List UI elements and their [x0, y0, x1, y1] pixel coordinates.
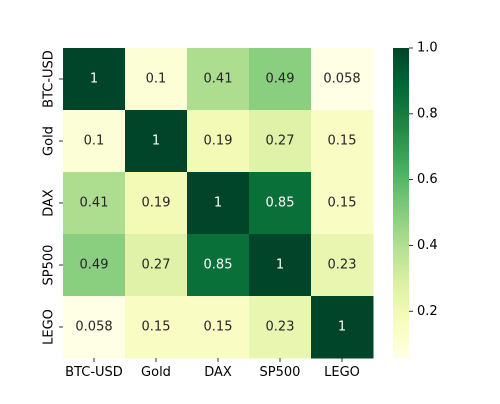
cell-value-label: 0.1 [84, 134, 105, 149]
y-tick-label: BTC-USD [42, 50, 57, 108]
cell-value-label: 0.19 [204, 134, 233, 149]
y-tick-label: Gold [42, 126, 57, 156]
heatmap-cell-LEGO-DAX [187, 296, 250, 359]
heatmap-cell-SP500-BTC-USD [63, 234, 126, 297]
heatmap-cell-SP500-Gold [125, 234, 188, 297]
cell-value-label: 0.85 [266, 196, 295, 211]
x-tick-label: DAX [204, 365, 232, 380]
cell-value-label: 0.41 [204, 72, 233, 87]
cell-value-label: 0.41 [80, 196, 109, 211]
colorbar-tick-label: 0.8 [417, 106, 438, 121]
colorbar-gradient [393, 48, 409, 358]
heatmap-cell-SP500-SP500 [249, 234, 312, 297]
heatmap-cell-Gold-SP500 [249, 110, 312, 173]
cell-value-label: 0.49 [266, 72, 295, 87]
cell-value-label: 1 [90, 72, 98, 87]
cell-value-label: 0.15 [142, 320, 171, 335]
colorbar: 0.2 0.4 0.6 0.8 1.0 [393, 41, 438, 358]
heatmap-cell-Gold-Gold [125, 110, 188, 173]
colorbar-tick-label: 1.0 [417, 41, 438, 56]
heatmap-cells [63, 48, 374, 359]
heatmap-cell-DAX-BTC-USD [63, 172, 126, 235]
heatmap-cell-BTC-USD-LEGO [311, 48, 374, 111]
cell-value-label: 0.1 [146, 72, 167, 87]
cell-value-label: 0.23 [328, 258, 357, 273]
heatmap-cell-Gold-BTC-USD [63, 110, 126, 173]
heatmap-cell-DAX-SP500 [249, 172, 312, 235]
heatmap-cell-LEGO-SP500 [249, 296, 312, 359]
cell-value-label: 0.27 [266, 134, 295, 149]
heatmap-cell-BTC-USD-DAX [187, 48, 250, 111]
x-tick-label: Gold [141, 365, 171, 380]
colorbar-tick-label: 0.6 [417, 172, 438, 187]
cell-annotations: 1 0.1 0.41 0.49 0.058 0.1 1 0.19 0.27 0.15 0.41 0.1… [75, 72, 360, 335]
cell-value-label: 0.058 [75, 320, 112, 335]
heatmap-cell-SP500-LEGO [311, 234, 374, 297]
heatmap-cell-LEGO-LEGO [311, 296, 374, 359]
cell-value-label: 0.15 [204, 320, 233, 335]
x-tick-label: LEGO [324, 365, 360, 380]
heatmap-cell-DAX-LEGO [311, 172, 374, 235]
heatmap-cell-SP500-DAX [187, 234, 250, 297]
heatmap-cell-DAX-Gold [125, 172, 188, 235]
y-tick-label: LEGO [42, 309, 57, 345]
cell-value-label: 0.27 [142, 258, 171, 273]
cell-value-label: 0.85 [204, 258, 233, 273]
cell-value-label: 0.058 [323, 72, 360, 87]
cell-value-label: 1 [214, 196, 222, 211]
cell-value-label: 0.19 [142, 196, 171, 211]
heatmap-cell-LEGO-BTC-USD [63, 296, 126, 359]
cell-value-label: 1 [338, 320, 346, 335]
cell-value-label: 0.23 [266, 320, 295, 335]
x-axis-tick-labels: BTC-USD Gold DAX SP500 LEGO [65, 358, 360, 380]
colorbar-tick-label: 0.4 [417, 238, 438, 253]
cell-value-label: 0.49 [80, 258, 109, 273]
heatmap-cell-LEGO-Gold [125, 296, 188, 359]
x-tick-label: SP500 [260, 365, 301, 380]
y-axis-tick-labels: BTC-USD Gold DAX SP500 LEGO [42, 50, 63, 345]
cell-value-label: 1 [276, 258, 284, 273]
heatmap-cell-Gold-DAX [187, 110, 250, 173]
colorbar-tick-label: 0.2 [417, 304, 438, 319]
y-tick-label: DAX [42, 189, 57, 217]
cell-value-label: 1 [152, 134, 160, 149]
heatmap-cell-BTC-USD-Gold [125, 48, 188, 111]
y-tick-label: SP500 [42, 245, 57, 286]
cell-value-label: 0.15 [328, 134, 357, 149]
x-tick-label: BTC-USD [65, 365, 123, 380]
cell-value-label: 0.15 [328, 196, 357, 211]
heatmap-cell-DAX-DAX [187, 172, 250, 235]
heatmap-cell-Gold-LEGO [311, 110, 374, 173]
heatmap-cell-BTC-USD-SP500 [249, 48, 312, 111]
heatmap-cell-BTC-USD-BTC-USD [63, 48, 126, 111]
